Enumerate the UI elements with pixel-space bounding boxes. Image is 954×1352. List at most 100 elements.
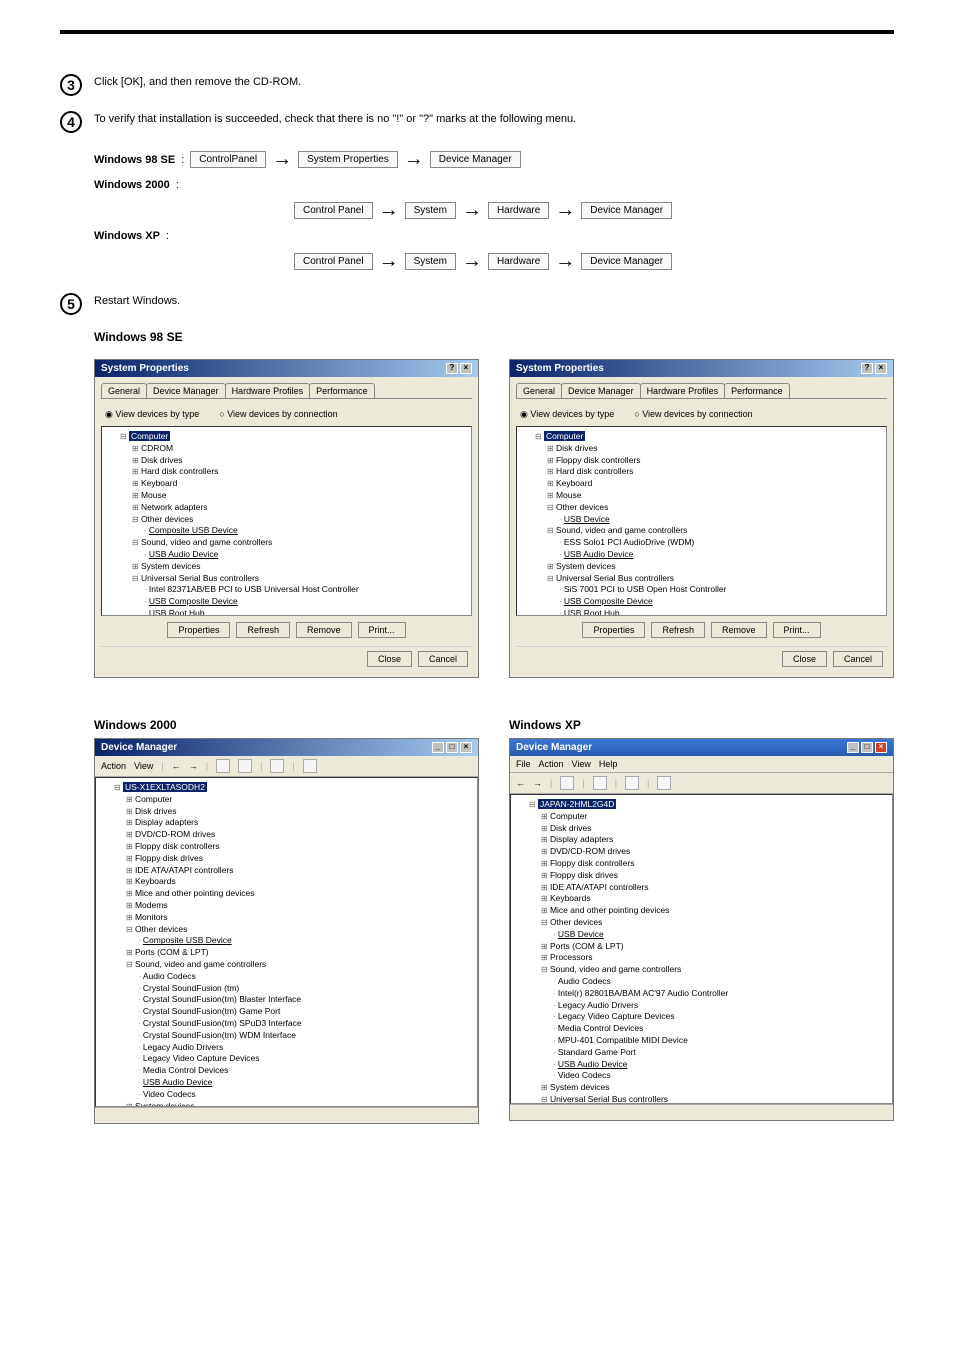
tree-root[interactable]: Computer <box>129 431 170 441</box>
tree-item[interactable]: SiS 7001 PCI to USB Open Host Controller <box>559 584 882 596</box>
menu-view[interactable]: View <box>134 761 153 771</box>
close-icon[interactable]: × <box>460 363 472 374</box>
tree-item[interactable]: Floppy disk drives <box>126 853 473 865</box>
tab-general[interactable]: General <box>101 383 147 398</box>
tree-root[interactable]: US-X1EXLTASODH2 <box>123 782 207 792</box>
menu-help[interactable]: Help <box>599 759 618 769</box>
tree-item[interactable]: Display adapters <box>126 817 473 829</box>
cancel-button[interactable]: Cancel <box>418 651 468 667</box>
tree-item[interactable]: Keyboard <box>132 478 467 490</box>
tree-item[interactable]: Sound, video and game controllersAudio C… <box>126 959 473 1101</box>
tree-item[interactable]: CDROM <box>132 443 467 455</box>
tab-perf[interactable]: Performance <box>309 383 375 398</box>
refresh-button[interactable]: Refresh <box>236 622 290 638</box>
menu-action[interactable]: Action <box>539 759 564 769</box>
tree-item[interactable]: Disk drives <box>541 823 888 835</box>
tree-item[interactable]: Disk drives <box>547 443 882 455</box>
help-icon[interactable]: ? <box>446 363 458 374</box>
tree-item[interactable]: Display adapters <box>541 834 888 846</box>
tree-item[interactable]: DVD/CD-ROM drives <box>126 829 473 841</box>
tree-item[interactable]: Video Codecs <box>138 1089 473 1101</box>
close-button[interactable]: Close <box>367 651 412 667</box>
properties-button[interactable]: Properties <box>582 622 645 638</box>
tree-item[interactable]: Legacy Video Capture Devices <box>138 1053 473 1065</box>
tree-item[interactable]: Crystal SoundFusion(tm) Blaster Interfac… <box>138 994 473 1006</box>
tab-devmgr[interactable]: Device Manager <box>561 383 641 398</box>
minimize-icon[interactable]: _ <box>432 742 444 753</box>
nav-back-icon[interactable]: ← <box>516 778 525 788</box>
maximize-icon[interactable]: □ <box>446 742 458 753</box>
tab-perf[interactable]: Performance <box>724 383 790 398</box>
tree-item[interactable]: Media Control Devices <box>553 1023 888 1035</box>
tree-item[interactable]: USB Audio Device <box>144 549 467 561</box>
print-button[interactable]: Print... <box>773 622 821 638</box>
radio-conn[interactable]: View devices by connection <box>634 409 752 420</box>
toolbar-icon[interactable] <box>625 776 639 790</box>
tree-item[interactable]: USB Audio Device <box>553 1059 888 1071</box>
tree-item[interactable]: Audio Codecs <box>138 971 473 983</box>
tree-item[interactable]: Universal Serial Bus controllersSiS 7001… <box>547 573 882 616</box>
nav-fwd-icon[interactable]: → <box>533 778 542 788</box>
tree-root[interactable]: Computer <box>544 431 585 441</box>
menu-action[interactable]: Action <box>101 761 126 771</box>
toolbar-icon[interactable] <box>593 776 607 790</box>
close-icon[interactable]: × <box>875 742 887 753</box>
device-tree-98a[interactable]: Computer CDROMDisk drivesHard disk contr… <box>101 426 472 616</box>
tree-item[interactable]: USB Root Hub <box>144 608 467 616</box>
minimize-icon[interactable]: _ <box>847 742 859 753</box>
tree-item[interactable]: Crystal SoundFusion(tm) Game Port <box>138 1006 473 1018</box>
tree-item[interactable]: Computer <box>126 794 473 806</box>
tree-item[interactable]: Floppy disk controllers <box>547 455 882 467</box>
tree-item[interactable]: Keyboards <box>541 893 888 905</box>
tree-item[interactable]: Legacy Video Capture Devices <box>553 1011 888 1023</box>
tree-item[interactable]: Composite USB Device <box>144 525 467 537</box>
tree-item[interactable]: Video Codecs <box>553 1070 888 1082</box>
tree-item[interactable]: Other devicesUSB Device <box>547 502 882 526</box>
tree-item[interactable]: Standard Game Port <box>553 1047 888 1059</box>
tree-item[interactable]: System devices <box>547 561 882 573</box>
tree-item[interactable]: Sound, video and game controllersESS Sol… <box>547 525 882 560</box>
nav-back-icon[interactable]: ← <box>172 761 181 771</box>
tree-item[interactable]: Floppy disk drives <box>541 870 888 882</box>
tree-item[interactable]: Ports (COM & LPT) <box>126 947 473 959</box>
tree-root[interactable]: JAPAN-2HML2G4D <box>538 799 616 809</box>
radio-conn[interactable]: View devices by connection <box>219 409 337 420</box>
tree-item[interactable]: MPU-401 Compatible MIDI Device <box>553 1035 888 1047</box>
tree-item[interactable]: System devices <box>541 1082 888 1094</box>
tree-item[interactable]: USB Root Hub <box>559 608 882 616</box>
tab-general[interactable]: General <box>516 383 562 398</box>
tree-item[interactable]: Mice and other pointing devices <box>126 888 473 900</box>
tree-item[interactable]: USB Device <box>553 929 888 941</box>
tree-item[interactable]: Crystal SoundFusion(tm) SPuD3 Interface <box>138 1018 473 1030</box>
toolbar-icon[interactable] <box>657 776 671 790</box>
tree-item[interactable]: Monitors <box>126 912 473 924</box>
close-icon[interactable]: × <box>460 742 472 753</box>
tree-item[interactable]: DVD/CD-ROM drives <box>541 846 888 858</box>
device-tree-2k[interactable]: US-X1EXLTASODH2 ComputerDisk drivesDispl… <box>95 777 478 1107</box>
tree-item[interactable]: IDE ATA/ATAPI controllers <box>126 865 473 877</box>
tree-item[interactable]: Legacy Audio Drivers <box>553 1000 888 1012</box>
tree-item[interactable]: USB Device <box>559 514 882 526</box>
tree-item[interactable]: Disk drives <box>132 455 467 467</box>
tree-item[interactable]: IDE ATA/ATAPI controllers <box>541 882 888 894</box>
tree-item[interactable]: Other devicesComposite USB Device <box>132 514 467 538</box>
tree-item[interactable]: Floppy disk controllers <box>126 841 473 853</box>
print-button[interactable]: Print... <box>358 622 406 638</box>
tree-item[interactable]: Other devicesComposite USB Device <box>126 924 473 948</box>
tree-item[interactable]: USB Composite Device <box>144 596 467 608</box>
tree-item[interactable]: USB Audio Device <box>559 549 882 561</box>
tree-item[interactable]: Keyboard <box>547 478 882 490</box>
tree-item[interactable]: Mouse <box>547 490 882 502</box>
tree-item[interactable]: Hard disk controllers <box>547 466 882 478</box>
tree-item[interactable]: Universal Serial Bus controllersIntel 82… <box>132 573 467 616</box>
tree-item[interactable]: Intel(r) 82801BA/BAM AC'97 Audio Control… <box>553 988 888 1000</box>
tree-item[interactable]: Keyboards <box>126 876 473 888</box>
cancel-button[interactable]: Cancel <box>833 651 883 667</box>
maximize-icon[interactable]: □ <box>861 742 873 753</box>
tab-devmgr[interactable]: Device Manager <box>146 383 226 398</box>
tree-item[interactable]: Floppy disk controllers <box>541 858 888 870</box>
tree-item[interactable]: System devices <box>132 561 467 573</box>
tree-item[interactable]: Network adapters <box>132 502 467 514</box>
tree-item[interactable]: Computer <box>541 811 888 823</box>
tree-item[interactable]: Modems <box>126 900 473 912</box>
